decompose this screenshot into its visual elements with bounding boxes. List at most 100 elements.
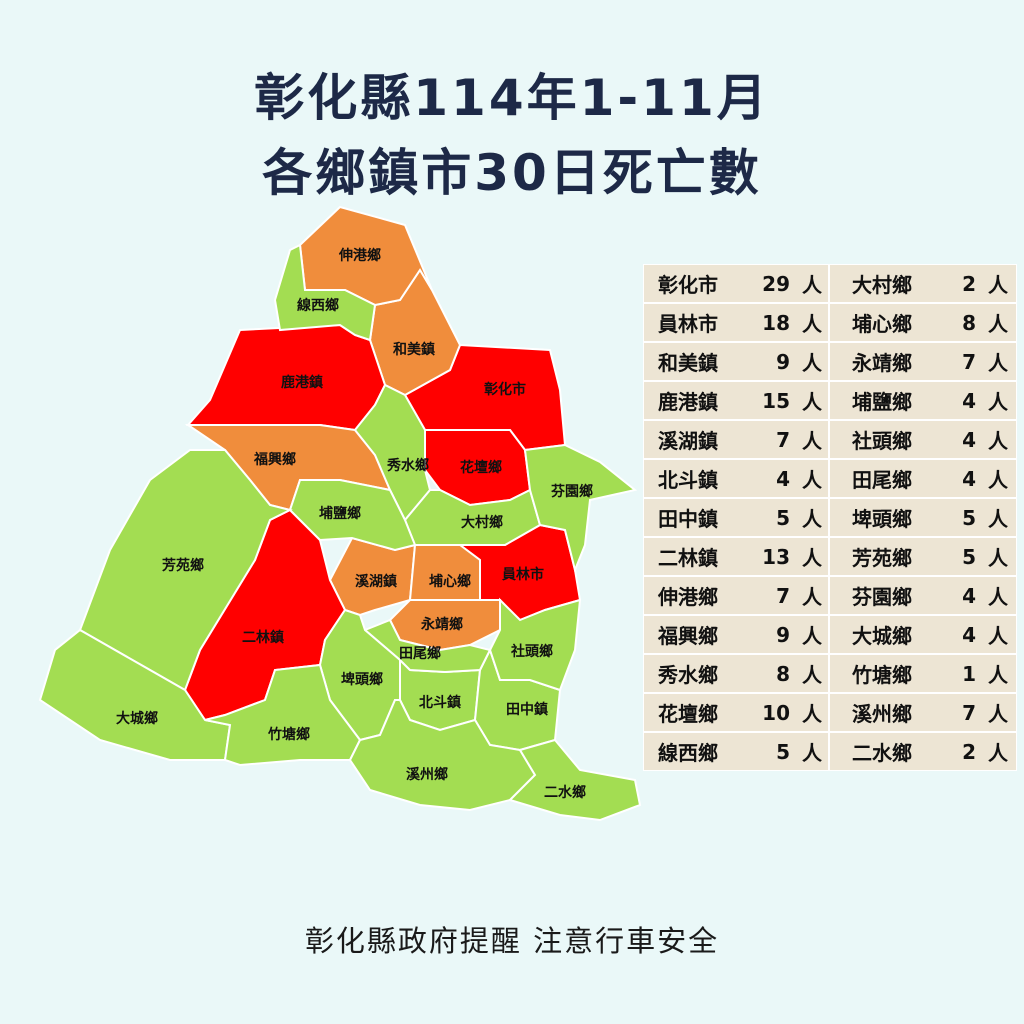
unit: 人 xyxy=(988,741,1008,765)
death-count: 9 xyxy=(776,349,790,374)
region-name: 溪州鄉 xyxy=(852,702,912,726)
title-line-1: 彰化縣114年1-11月 xyxy=(254,69,770,127)
region-name: 線西鄉 xyxy=(658,741,718,765)
table-cell: 和美鎮 9 人 xyxy=(644,343,828,380)
unit: 人 xyxy=(802,351,822,375)
death-count: 7 xyxy=(776,583,790,608)
region-label: 大村鄉 xyxy=(461,514,503,531)
region-name: 埔心鄉 xyxy=(852,312,912,336)
unit: 人 xyxy=(802,507,822,531)
region-name: 埔鹽鄉 xyxy=(852,390,912,414)
region-12 xyxy=(273,243,377,342)
table-cell: 芬園鄉 4 人 xyxy=(830,577,1016,614)
unit: 人 xyxy=(802,390,822,414)
unit: 人 xyxy=(988,312,1008,336)
death-count: 8 xyxy=(776,661,790,686)
unit: 人 xyxy=(988,663,1008,687)
death-count: 2 xyxy=(962,271,976,296)
region-label: 員林市 xyxy=(501,566,544,583)
region-name: 花壇鄉 xyxy=(658,702,718,726)
region-label: 埔心鄉 xyxy=(429,573,471,590)
unit: 人 xyxy=(988,390,1008,414)
table-cell: 鹿港鎮 15 人 xyxy=(644,382,828,419)
region-label: 北斗鎮 xyxy=(419,694,461,711)
table-cell: 大村鄉 2 人 xyxy=(830,265,1016,302)
region-label: 和美鎮 xyxy=(393,341,435,358)
death-count: 5 xyxy=(776,505,790,530)
region-label: 田中鎮 xyxy=(506,701,548,718)
region-17 xyxy=(488,597,582,692)
table-cell: 員林市 18 人 xyxy=(644,304,828,341)
table-cell: 溪州鄉 7 人 xyxy=(830,694,1016,731)
region-name: 福興鄉 xyxy=(658,624,718,648)
region-name: 田尾鄉 xyxy=(852,468,912,492)
region-label: 永靖鄉 xyxy=(420,616,463,633)
death-count: 1 xyxy=(962,661,976,686)
region-label: 花壇鄉 xyxy=(460,459,502,476)
unit: 人 xyxy=(988,546,1008,570)
region-name: 二水鄉 xyxy=(852,741,912,765)
table-cell: 溪湖鎮 7 人 xyxy=(644,421,828,458)
region-label: 社頭鄉 xyxy=(510,643,553,660)
death-count: 18 xyxy=(762,310,790,335)
table-cell: 秀水鄉 8 人 xyxy=(644,655,828,692)
region-name: 彰化市 xyxy=(658,273,718,297)
region-label: 彰化市 xyxy=(484,381,526,398)
table-cell: 線西鄉 5 人 xyxy=(644,733,828,770)
region-name: 員林市 xyxy=(658,312,718,336)
region-label: 大城鄉 xyxy=(116,710,158,727)
death-count: 8 xyxy=(962,310,976,335)
table-cell: 伸港鄉 7 人 xyxy=(644,577,828,614)
unit: 人 xyxy=(802,663,822,687)
table-cell: 花壇鄉 10 人 xyxy=(644,694,828,731)
unit: 人 xyxy=(802,468,822,492)
table-cell: 北斗鎮 4 人 xyxy=(644,460,828,497)
region-label: 線西鄉 xyxy=(297,297,339,314)
region-name: 和美鎮 xyxy=(658,351,718,375)
table-cell: 大城鄉 4 人 xyxy=(830,616,1016,653)
unit: 人 xyxy=(802,546,822,570)
region-14 xyxy=(408,544,481,601)
unit: 人 xyxy=(988,429,1008,453)
title-line-2: 各鄉鎮市30日死亡數 xyxy=(262,144,762,202)
region-name: 二林鎮 xyxy=(658,546,718,570)
region-name: 北斗鎮 xyxy=(658,468,718,492)
death-count: 4 xyxy=(962,622,976,647)
region-label: 秀水鄉 xyxy=(386,457,429,474)
unit: 人 xyxy=(802,741,822,765)
table-cell: 竹塘鄉 1 人 xyxy=(830,655,1016,692)
death-count: 4 xyxy=(776,466,790,491)
death-count: 7 xyxy=(776,427,790,452)
region-label: 田尾鄉 xyxy=(399,645,441,662)
region-name: 田中鎮 xyxy=(658,507,718,531)
death-count: 5 xyxy=(776,739,790,764)
region-name: 秀水鄉 xyxy=(658,663,718,687)
death-count: 5 xyxy=(962,544,976,569)
death-count: 7 xyxy=(962,349,976,374)
region-label: 埔鹽鄉 xyxy=(319,505,361,522)
death-count: 4 xyxy=(962,427,976,452)
unit: 人 xyxy=(988,624,1008,648)
death-count: 29 xyxy=(762,271,790,296)
region-name: 伸港鄉 xyxy=(658,585,718,609)
death-count: 10 xyxy=(762,700,790,725)
region-name: 竹塘鄉 xyxy=(852,663,912,687)
region-label: 福興鄉 xyxy=(253,451,296,468)
table-cell: 田尾鄉 4 人 xyxy=(830,460,1016,497)
region-name: 永靖鄉 xyxy=(852,351,912,375)
death-count: 2 xyxy=(962,739,976,764)
region-20 xyxy=(78,449,293,692)
table-cell: 芳苑鄉 5 人 xyxy=(830,538,1016,575)
region-25 xyxy=(508,738,642,822)
region-name: 社頭鄉 xyxy=(852,429,912,453)
death-count: 7 xyxy=(962,700,976,725)
death-count: 13 xyxy=(762,544,790,569)
region-name: 芳苑鄉 xyxy=(852,546,912,570)
death-count: 15 xyxy=(762,388,790,413)
region-label: 溪湖鎮 xyxy=(355,573,397,590)
region-label: 溪州鄉 xyxy=(406,766,448,783)
table-cell: 彰化市 29 人 xyxy=(644,265,828,302)
deaths-table: 彰化市 29 人大村鄉 2 人員林市 18 人埔心鄉 8 人和美鎮 9 人永靖鄉 7 人鹿港鎮 15 人埔鹽… xyxy=(643,264,1017,771)
table-cell: 福興鄉 9 人 xyxy=(644,616,828,653)
unit: 人 xyxy=(988,585,1008,609)
